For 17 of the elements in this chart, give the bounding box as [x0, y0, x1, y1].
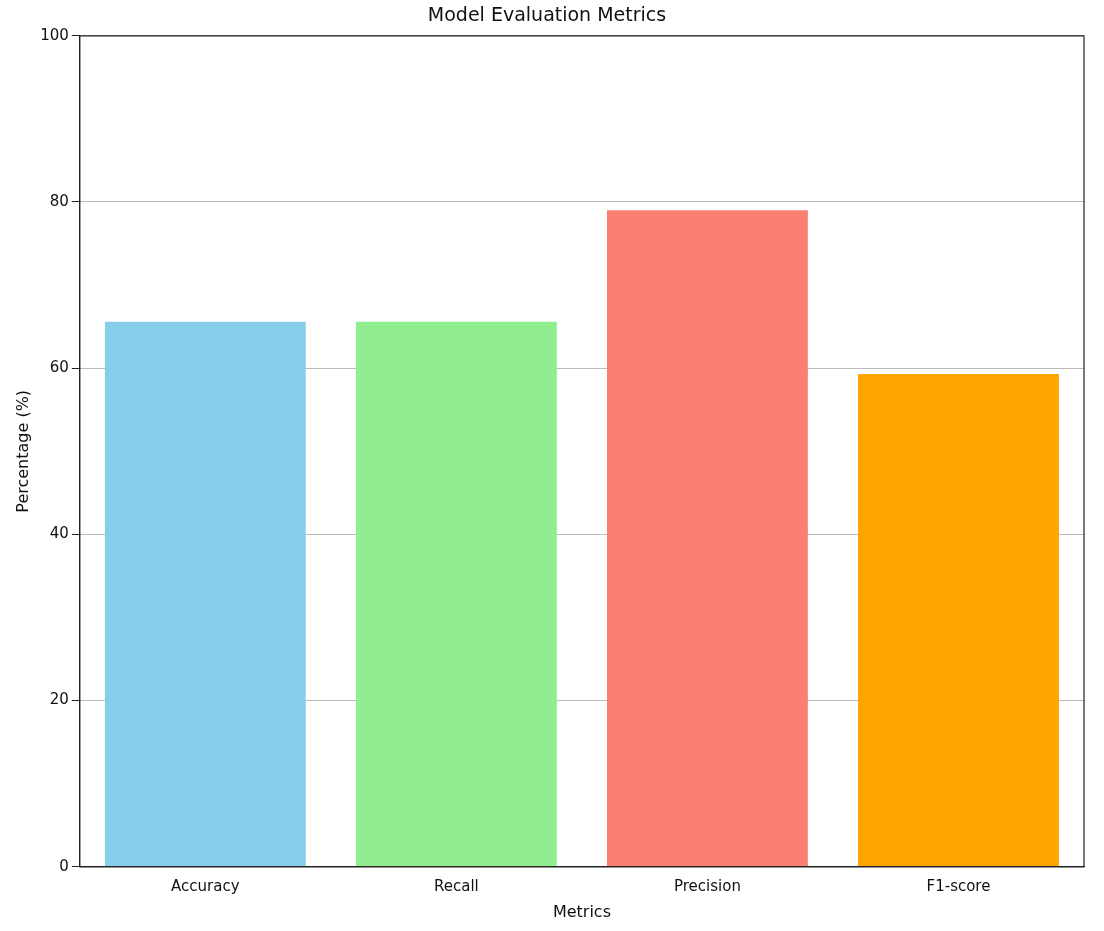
x-tick-label: F1-score [926, 876, 991, 895]
y-axis-title: Percentage (%) [12, 389, 32, 513]
y-tick-label: 80 [49, 191, 69, 210]
y-tick-label: 100 [40, 25, 69, 44]
y-tick-label: 60 [49, 358, 69, 377]
y-tick-label: 40 [49, 524, 69, 543]
bar [355, 321, 557, 867]
x-tick-label: Precision [673, 876, 741, 895]
bar [858, 374, 1059, 867]
bar [607, 210, 808, 867]
x-axis-title: Metrics [552, 901, 611, 921]
y-tick-label: 0 [59, 856, 69, 875]
x-tick-label: Recall [434, 876, 479, 895]
chart-title: Model Evaluation Metrics [427, 3, 667, 26]
x-tick-label: Accuracy [171, 876, 240, 895]
bar [104, 321, 306, 867]
y-tick-label: 20 [49, 690, 69, 709]
